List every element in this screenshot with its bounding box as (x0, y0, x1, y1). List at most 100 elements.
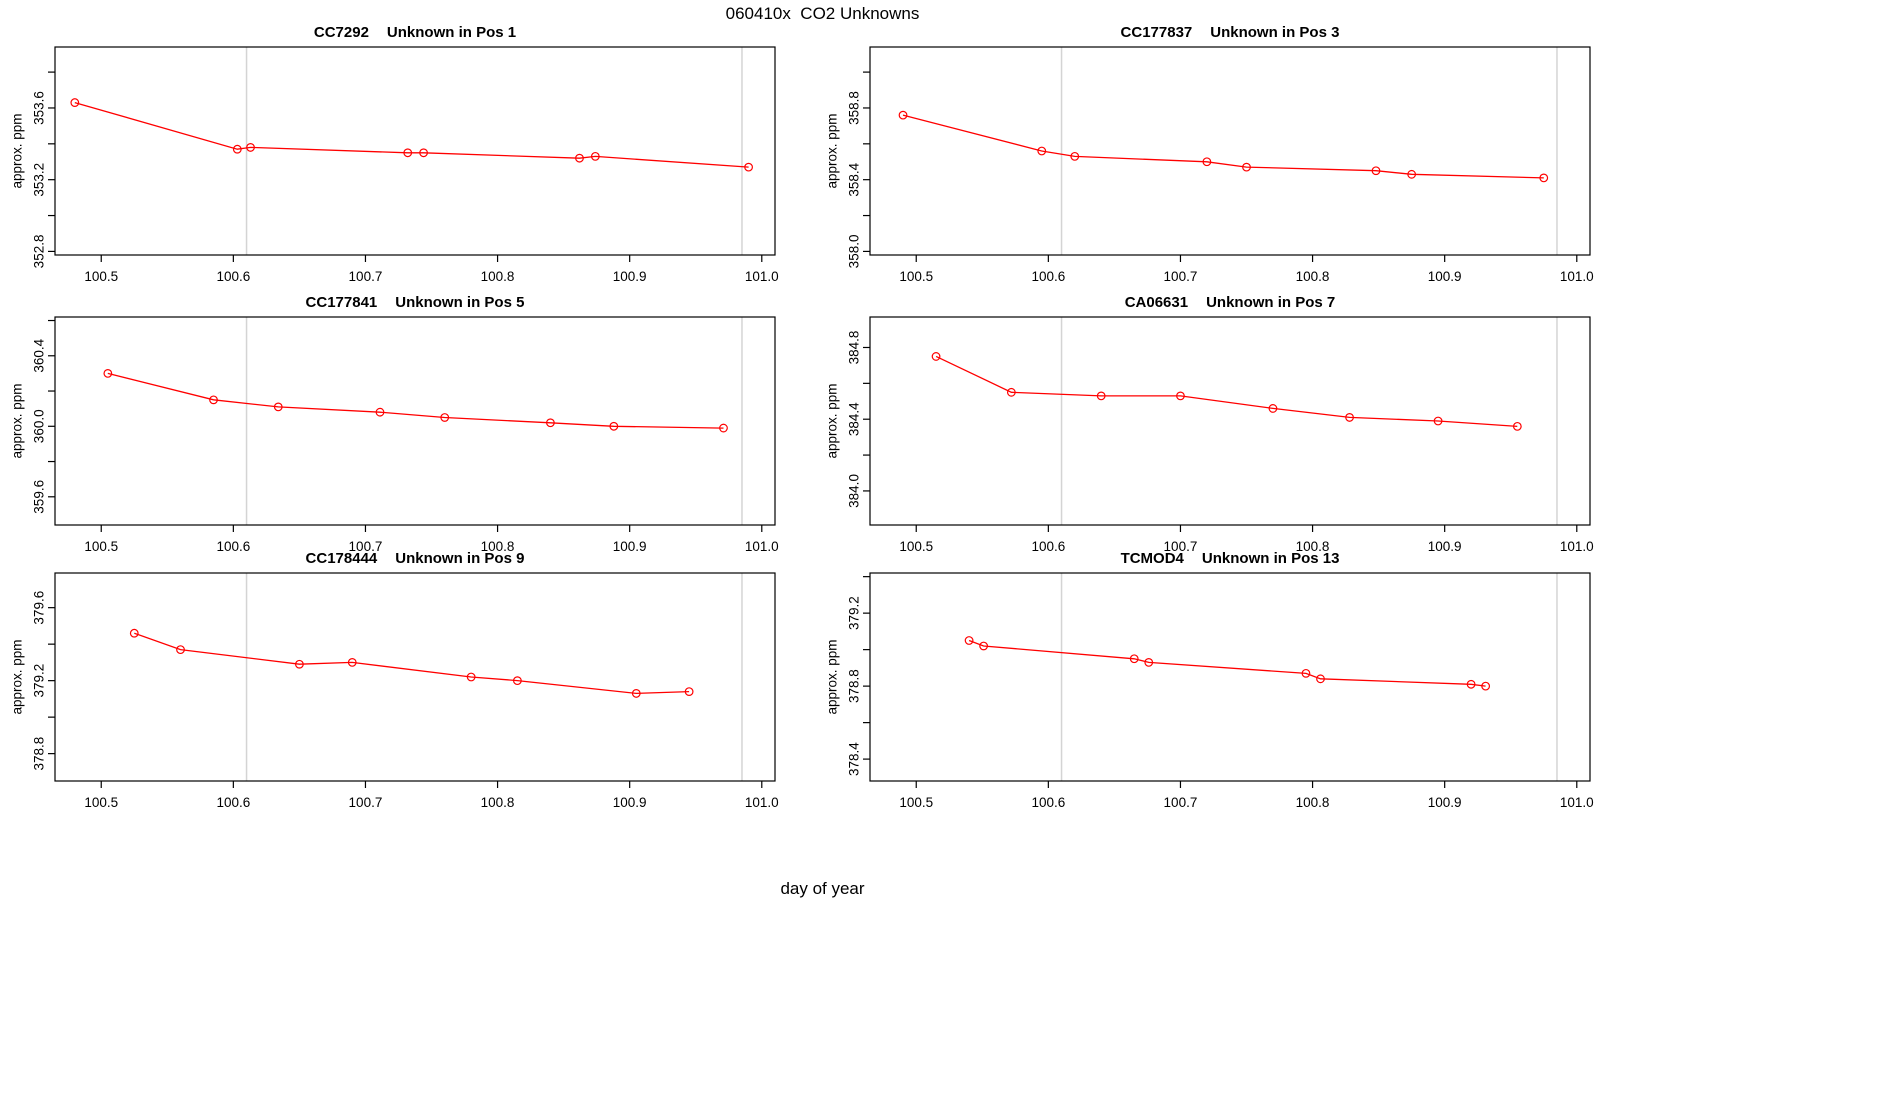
data-point (1006, 387, 1016, 397)
x-tick-label: 100.7 (349, 269, 383, 284)
subplot-title: CC177841 Unknown in Pos 5 (306, 294, 525, 311)
data-point (347, 658, 357, 667)
x-tick-label: 100.8 (481, 539, 515, 554)
data-point (979, 641, 989, 651)
data-point (931, 352, 941, 361)
series-line (107, 372, 724, 429)
data-point (70, 98, 80, 107)
x-tick-label: 100.7 (1164, 269, 1198, 284)
x-tick-label: 101.0 (1560, 539, 1594, 554)
data-point (575, 153, 584, 163)
y-tick-label: 353.2 (32, 163, 47, 197)
data-point (273, 402, 283, 412)
y-tick-label: 358.0 (847, 235, 862, 269)
y-tick-label: 379.6 (32, 591, 47, 625)
subplot-title: CC177837 Unknown in Pos 3 (1121, 24, 1340, 41)
x-tick-label: 100.8 (481, 269, 515, 284)
data-point (512, 676, 522, 686)
subplot-svg-cc177841-pos5: 100.5 100.6 100.7 100.8 100.9 101.0 359.6 360.0… (10, 294, 779, 554)
y-tick-label: 378.4 (847, 742, 862, 776)
data-point (1407, 169, 1417, 179)
plot-box (54, 46, 776, 256)
data-point (419, 148, 428, 158)
data-point (1070, 151, 1080, 161)
data-point (103, 369, 113, 378)
data-point (744, 162, 753, 172)
subplot-tcmod4-pos13: 100.5 100.6 100.7 100.8 100.9 101.0 378.4 378.8… (815, 546, 1598, 816)
x-axis-outer-label: day of year (780, 879, 865, 898)
y-tick-label: 378.8 (847, 669, 862, 703)
subplot-svg-cc7292-pos1: 100.5 100.6 100.7 100.8 100.9 101.0 352.8 353.2… (10, 24, 779, 284)
y-tick-label: 379.2 (32, 664, 47, 698)
data-point (684, 687, 694, 696)
data-point (1512, 421, 1522, 431)
data-point (1129, 654, 1139, 664)
y-axis-label: approx. ppm (825, 113, 840, 188)
data-point (466, 672, 476, 682)
data-point (232, 144, 242, 154)
x-tick-label: 100.6 (216, 269, 250, 284)
x-tick-label: 100.9 (613, 539, 647, 554)
x-tick-label: 100.5 (84, 269, 118, 284)
x-tick-label: 100.6 (216, 795, 250, 810)
data-point (1096, 391, 1106, 401)
data-point (375, 407, 385, 417)
data-point (1466, 679, 1476, 689)
data-point (1301, 668, 1311, 678)
x-tick-label: 100.5 (899, 269, 933, 284)
data-point (1539, 173, 1549, 183)
data-point (590, 151, 600, 161)
x-tick-label: 101.0 (745, 269, 779, 284)
data-point (246, 143, 255, 152)
plot-box (869, 46, 1591, 256)
y-tick-label: 358.4 (847, 162, 862, 196)
data-point (1345, 413, 1354, 422)
x-tick-label: 101.0 (1560, 269, 1594, 284)
subplot-svg-cc177837-pos3: 100.5 100.6 100.7 100.8 100.9 101.0 358.0 358.4… (825, 24, 1594, 284)
data-point (403, 148, 413, 158)
subplot-title: CC178444 Unknown in Pos 9 (306, 550, 525, 567)
x-tick-label: 100.9 (613, 795, 647, 810)
data-point (1371, 166, 1381, 176)
y-tick-label: 353.6 (32, 91, 47, 125)
x-tick-label: 100.6 (216, 539, 250, 554)
x-tick-label: 100.6 (1031, 795, 1065, 810)
x-tick-label: 101.0 (745, 539, 779, 554)
data-point (964, 636, 974, 645)
x-tick-label: 100.9 (613, 269, 647, 284)
y-tick-label: 384.0 (847, 474, 862, 508)
y-tick-label: 358.8 (847, 91, 862, 125)
y-tick-label: 360.4 (32, 338, 47, 372)
subplot-svg-cc178444-pos9: 100.5 100.6 100.7 100.8 100.9 101.0 378.8 379.2… (10, 550, 779, 810)
x-tick-label: 100.9 (1428, 269, 1462, 284)
plot-box (869, 316, 1591, 526)
data-point (1268, 404, 1278, 413)
plot-box (869, 572, 1591, 782)
series-line (968, 639, 1486, 687)
x-tick-label: 100.8 (1296, 539, 1330, 554)
plot-box (54, 572, 776, 782)
x-tick-label: 100.7 (349, 539, 383, 554)
y-tick-label: 384.4 (847, 402, 862, 436)
data-point (1316, 674, 1325, 684)
data-point (440, 413, 450, 422)
y-axis-label: approx. ppm (10, 113, 25, 188)
data-point (546, 418, 555, 428)
x-tick-label: 100.5 (899, 795, 933, 810)
subplot-cc177841-pos5: 100.5 100.6 100.7 100.8 100.9 101.0 359.6 360.0… (0, 290, 783, 560)
data-point (1242, 162, 1251, 172)
y-axis-label: approx. ppm (825, 639, 840, 714)
x-tick-label: 100.7 (1164, 795, 1198, 810)
subplot-svg-ca06631-pos7: 100.5 100.6 100.7 100.8 100.9 101.0 384.0 384.4… (825, 294, 1594, 554)
y-tick-label: 360.0 (32, 409, 47, 443)
data-point (1202, 157, 1212, 167)
data-point (631, 689, 641, 698)
series-line (74, 101, 749, 168)
y-tick-label: 379.2 (847, 596, 862, 630)
x-tick-label: 100.8 (1296, 269, 1330, 284)
y-axis-label: approx. ppm (10, 639, 25, 714)
data-point (1176, 391, 1185, 401)
subplot-ca06631-pos7: 100.5 100.6 100.7 100.8 100.9 101.0 384.0 384.4… (815, 290, 1598, 560)
series-line (935, 355, 1518, 428)
y-tick-label: 359.6 (32, 480, 47, 514)
